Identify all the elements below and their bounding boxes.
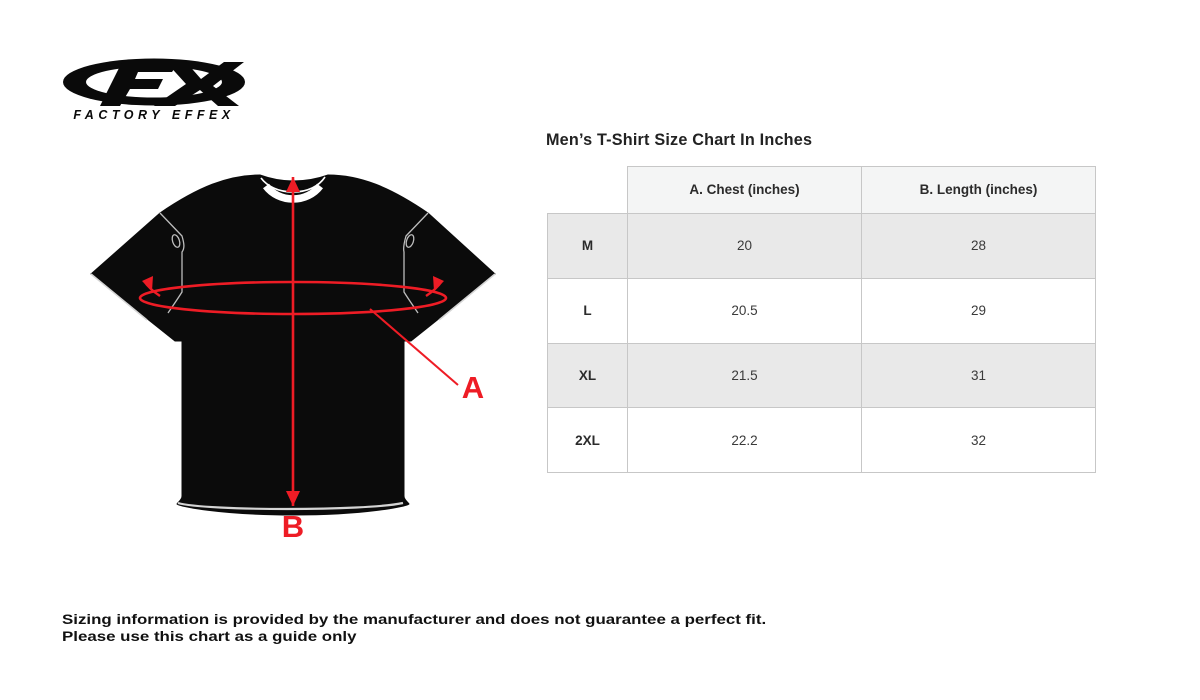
svg-text:B: B [282, 509, 304, 544]
svg-text:A: A [462, 370, 484, 405]
